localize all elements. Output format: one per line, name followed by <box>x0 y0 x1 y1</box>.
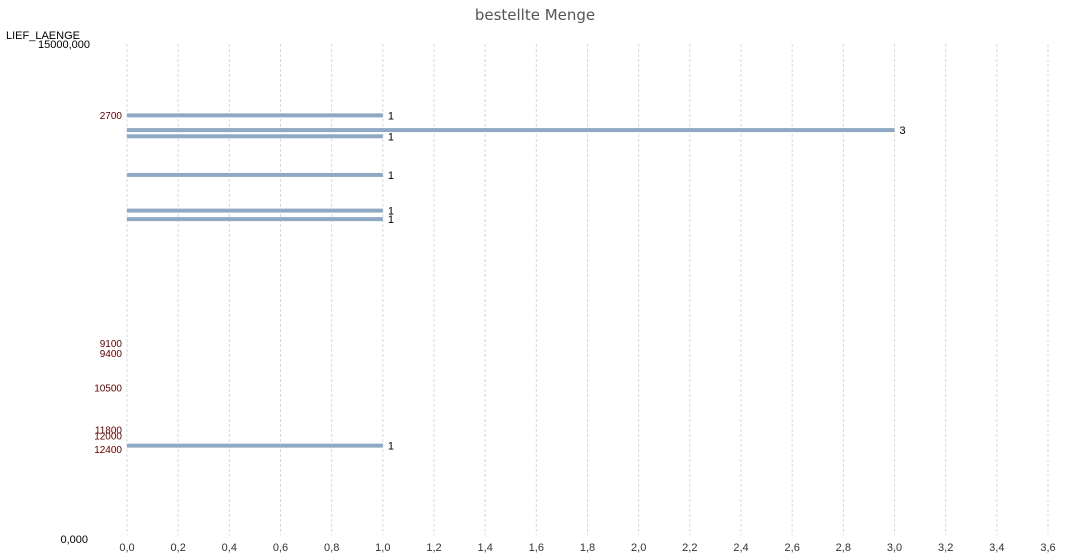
x-tick-label: 0,8 <box>324 542 339 554</box>
grid-lines <box>126 44 1049 535</box>
y-axis-max-label: 15000,000 <box>38 39 90 51</box>
data-label: 3 <box>900 125 906 137</box>
bar <box>127 208 383 213</box>
x-tick-label: 2,8 <box>836 542 851 554</box>
x-tick-label: 3,4 <box>989 542 1004 554</box>
x-tick-label: 0,0 <box>119 542 134 554</box>
y-tick-label: 9400 <box>100 349 123 360</box>
y-tick-label: 12000 <box>94 431 122 442</box>
y-axis-title: LIEF_LAENGE <box>6 30 80 42</box>
y-axis-min-label: 0,000 <box>60 534 88 546</box>
y-tick-label: 10500 <box>94 383 122 394</box>
x-tick-label: 3,2 <box>938 542 953 554</box>
y-tick-label: 2700 <box>100 111 123 122</box>
bar <box>127 443 383 448</box>
x-tick-label: 1,0 <box>375 542 390 554</box>
x-tick-label: 1,4 <box>478 542 493 554</box>
y-tick-label: 12400 <box>94 445 122 456</box>
bars <box>127 113 895 448</box>
x-tick-label: 3,6 <box>1040 542 1055 554</box>
data-label: 1 <box>388 206 394 218</box>
data-label: 1 <box>388 110 394 122</box>
y-tick-label: 9100 <box>100 339 123 350</box>
x-tick-label: 2,4 <box>733 542 748 554</box>
bar <box>127 128 895 133</box>
bar <box>127 134 383 139</box>
x-tick-label: 1,6 <box>529 542 544 554</box>
x-tick-label: 1,2 <box>426 542 441 554</box>
data-label: 1 <box>388 131 394 143</box>
x-tick-label: 0,4 <box>222 542 237 554</box>
x-tick-label: 1,8 <box>580 542 595 554</box>
x-tick-label: 0,6 <box>273 542 288 554</box>
x-tick-label: 2,0 <box>631 542 646 554</box>
bar <box>127 113 383 118</box>
x-tick-label: 2,6 <box>785 542 800 554</box>
y-tick-label: 11800 <box>95 425 123 436</box>
x-axis-ticks: 0,0 0,2 0,4 0,6 0,8 1,0 1,2 1,4 1,6 1,8 2,0 2,2 2,4 2… <box>119 542 1055 554</box>
bar <box>127 172 383 177</box>
x-tick-label: 2,2 <box>682 542 697 554</box>
data-label: 1 <box>388 441 394 453</box>
x-tick-label: 3,0 <box>887 542 902 554</box>
chart-title: bestellte Menge <box>475 6 595 24</box>
x-tick-label: 0,2 <box>171 542 186 554</box>
bar <box>127 217 383 222</box>
data-label: 1 <box>388 214 394 226</box>
data-label: 1 <box>388 170 394 182</box>
